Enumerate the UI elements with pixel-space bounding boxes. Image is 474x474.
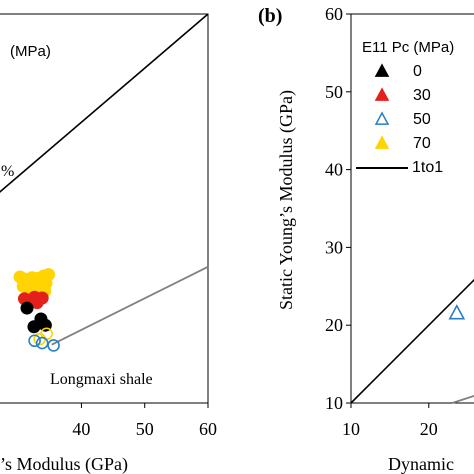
panel-label-b: (b) — [258, 5, 282, 27]
left-legend-fragment: (MPa) — [10, 43, 51, 60]
legend-label: 30 — [413, 87, 431, 104]
right-plot-frame — [350, 13, 474, 404]
right-x-ticks: 10 20 — [342, 403, 438, 439]
legend-entry: 70 — [374, 135, 431, 152]
right-legend: E11 Pc (MPa) 0 30 50 70 1to1 — [356, 39, 454, 176]
right-reference-lines — [350, 278, 474, 404]
left-x-tick-label: 50 — [136, 419, 154, 439]
legend-label: 0 — [413, 63, 422, 80]
right-y-tick-label: 40 — [325, 160, 343, 180]
left-point — [27, 320, 41, 334]
right-x-axis-label: Dynamic — [388, 454, 454, 474]
left-point-open — [35, 336, 49, 350]
right-line-0 — [350, 278, 474, 404]
right-line-1 — [451, 394, 474, 404]
left-point — [30, 296, 44, 310]
left-data-points — [13, 268, 60, 352]
left-line-0 — [0, 13, 209, 193]
right-x-tick-label: 10 — [342, 419, 360, 439]
right-y-tick-label: 20 — [325, 315, 343, 335]
right-x-tick-label: 20 — [420, 419, 438, 439]
right-y-axis-label: Static Young’s Modulus (GPa) — [276, 90, 297, 310]
right-y-tick-label: 50 — [325, 82, 343, 102]
left-point — [20, 301, 34, 315]
left-reference-lines — [0, 13, 209, 346]
left-x-tick-label: 40 — [72, 419, 90, 439]
legend-entry: 0 — [374, 63, 422, 80]
legend-label: 70 — [413, 135, 431, 152]
left-point-open — [47, 339, 60, 352]
left-x-tick-label: 60 — [199, 419, 217, 439]
right-y-tick-label: 60 — [325, 4, 343, 24]
left-percent-fragment: % — [1, 163, 14, 180]
left-x-axis-label: ’s Modulus (GPa) — [0, 454, 128, 474]
left-point-open — [28, 334, 41, 348]
left-sample-name: Longmaxi shale — [50, 371, 153, 388]
legend-title: E11 Pc (MPa) — [362, 39, 454, 56]
right-y-tick-label: 10 — [325, 393, 343, 413]
legend-marker — [374, 111, 390, 125]
right-data-points — [448, 304, 466, 320]
right-y-ticks: 10 20 30 40 50 60 — [325, 4, 351, 413]
right-y-tick-label: 30 — [325, 237, 343, 257]
legend-marker — [374, 63, 390, 77]
left-x-ticks: 40 50 60 — [72, 403, 217, 439]
legend-marker — [374, 135, 390, 149]
right-panel: 10 20 10 20 30 40 50 60 (b) Static Young’s Mod… — [258, 4, 474, 474]
legend-label: 1to1 — [412, 159, 443, 176]
legend-entry: 30 — [374, 87, 431, 104]
legend-entry: 50 — [374, 111, 431, 128]
legend-label: 50 — [413, 111, 431, 128]
left-plot-frame — [0, 13, 209, 404]
right-point — [448, 304, 466, 320]
left-line-1 — [51, 266, 209, 346]
legend-entry: 1to1 — [356, 159, 443, 176]
legend-marker — [374, 87, 390, 101]
left-panel: 40 50 60 (MPa) % Longmaxi shale ’s Modulus… — [0, 13, 217, 474]
